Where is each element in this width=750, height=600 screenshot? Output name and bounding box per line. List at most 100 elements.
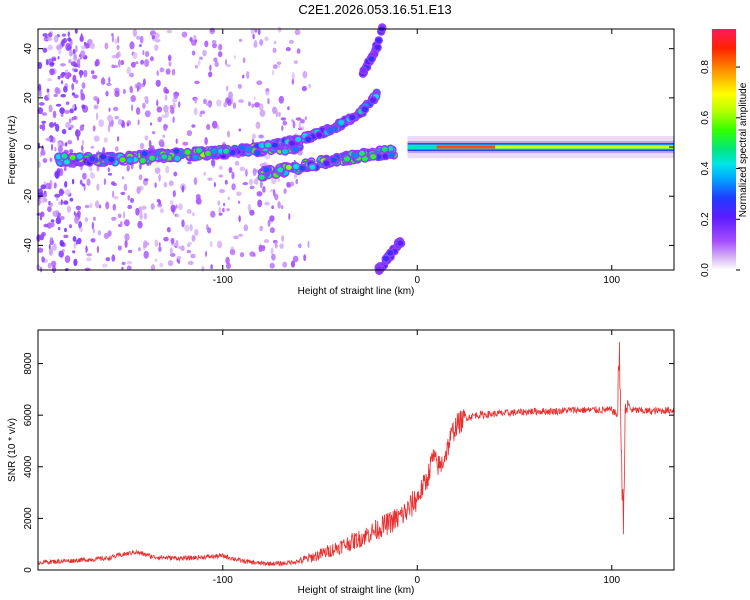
signal-blob bbox=[55, 154, 62, 160]
noise-speckle bbox=[107, 167, 110, 172]
signal-blob bbox=[263, 167, 270, 173]
noise-speckle bbox=[124, 239, 128, 248]
noise-speckle bbox=[90, 42, 95, 50]
noise-speckle bbox=[279, 243, 284, 250]
noise-speckle bbox=[143, 250, 149, 259]
noise-speckle bbox=[191, 50, 196, 56]
noise-speckle bbox=[249, 209, 255, 216]
noise-speckle bbox=[270, 247, 274, 255]
noise-speckle bbox=[140, 59, 145, 65]
noise-speckle bbox=[206, 124, 211, 130]
noise-speckle bbox=[271, 205, 275, 210]
noise-speckle bbox=[64, 255, 71, 263]
noise-speckle bbox=[135, 61, 139, 65]
noise-speckle bbox=[38, 161, 41, 168]
noise-speckle bbox=[66, 205, 71, 213]
noise-speckle bbox=[232, 102, 237, 109]
noise-speckle bbox=[216, 99, 222, 107]
noise-speckle bbox=[203, 98, 207, 105]
noise-speckle bbox=[226, 85, 229, 92]
noise-speckle bbox=[112, 182, 117, 186]
noise-speckle bbox=[175, 138, 178, 144]
noise-speckle bbox=[107, 172, 113, 176]
noise-speckle bbox=[303, 254, 307, 262]
noise-speckle bbox=[79, 35, 84, 43]
noise-speckle bbox=[53, 34, 59, 43]
noise-speckle bbox=[47, 185, 52, 190]
noise-speckle bbox=[60, 199, 63, 206]
signal-blob bbox=[285, 164, 292, 170]
signal-blob bbox=[292, 146, 299, 152]
y-tick-label: 8000 bbox=[23, 352, 34, 375]
noise-speckle bbox=[73, 94, 79, 99]
noise-speckle bbox=[259, 109, 266, 117]
noise-speckle bbox=[138, 247, 141, 252]
noise-speckle bbox=[53, 182, 57, 189]
noise-speckle bbox=[41, 123, 46, 131]
noise-speckle bbox=[158, 246, 162, 253]
snr-background bbox=[38, 330, 674, 570]
noise-speckle bbox=[164, 94, 168, 101]
signal-blob bbox=[282, 148, 289, 155]
noise-speckle bbox=[92, 228, 95, 234]
noise-speckle bbox=[205, 102, 211, 106]
noise-speckle bbox=[282, 120, 288, 126]
noise-speckle bbox=[278, 111, 281, 117]
noise-speckle bbox=[157, 116, 162, 123]
noise-speckle bbox=[78, 221, 82, 229]
noise-speckle bbox=[170, 106, 175, 115]
noise-speckle bbox=[271, 253, 276, 261]
signal-blob bbox=[360, 67, 367, 74]
noise-speckle bbox=[121, 266, 124, 270]
noise-speckle bbox=[238, 215, 241, 223]
noise-speckle bbox=[218, 51, 223, 58]
noise-speckle bbox=[228, 167, 233, 174]
noise-speckle bbox=[126, 164, 130, 172]
noise-speckle bbox=[48, 248, 54, 256]
noise-speckle bbox=[158, 199, 162, 206]
noise-speckle bbox=[189, 224, 193, 232]
signal-blob bbox=[295, 136, 302, 142]
noise-speckle bbox=[238, 38, 243, 42]
noise-speckle bbox=[192, 212, 195, 216]
noise-speckle bbox=[90, 172, 96, 179]
noise-speckle bbox=[250, 27, 255, 35]
noise-speckle bbox=[247, 203, 251, 212]
noise-speckle bbox=[209, 241, 213, 248]
signal-blob bbox=[352, 152, 359, 158]
signal-blob bbox=[174, 155, 181, 161]
noise-speckle bbox=[122, 88, 126, 95]
noise-speckle bbox=[288, 213, 291, 221]
noise-speckle bbox=[47, 32, 53, 38]
noise-speckle bbox=[77, 237, 82, 245]
noise-speckle bbox=[159, 262, 164, 268]
noise-speckle bbox=[265, 88, 270, 92]
noise-speckle bbox=[65, 121, 71, 129]
noise-speckle bbox=[117, 35, 120, 44]
noise-speckle bbox=[277, 26, 282, 33]
noise-speckle bbox=[63, 234, 69, 239]
colorbar-tick-label: 0.2 bbox=[700, 212, 711, 226]
noise-speckle bbox=[43, 223, 49, 228]
noise-speckle bbox=[132, 52, 138, 60]
noise-speckle bbox=[238, 128, 242, 132]
noise-speckle bbox=[80, 93, 86, 101]
noise-speckle bbox=[226, 64, 231, 68]
noise-speckle bbox=[72, 236, 77, 242]
signal-blob bbox=[149, 155, 155, 161]
noise-speckle bbox=[231, 171, 235, 180]
noise-speckle bbox=[102, 76, 105, 85]
noise-speckle bbox=[195, 197, 202, 205]
noise-speckle bbox=[290, 260, 296, 268]
noise-speckle bbox=[41, 120, 46, 124]
noise-speckle bbox=[144, 96, 149, 101]
noise-speckle bbox=[72, 74, 77, 83]
noise-speckle bbox=[212, 42, 217, 49]
noise-speckle bbox=[94, 200, 100, 209]
signal-blob bbox=[375, 266, 382, 272]
snr-series bbox=[37, 341, 675, 567]
colorbar-label: Normalized spectral amplitude bbox=[738, 82, 749, 217]
noise-speckle bbox=[245, 169, 248, 177]
noise-speckle bbox=[84, 217, 89, 223]
noise-speckle bbox=[165, 68, 171, 75]
